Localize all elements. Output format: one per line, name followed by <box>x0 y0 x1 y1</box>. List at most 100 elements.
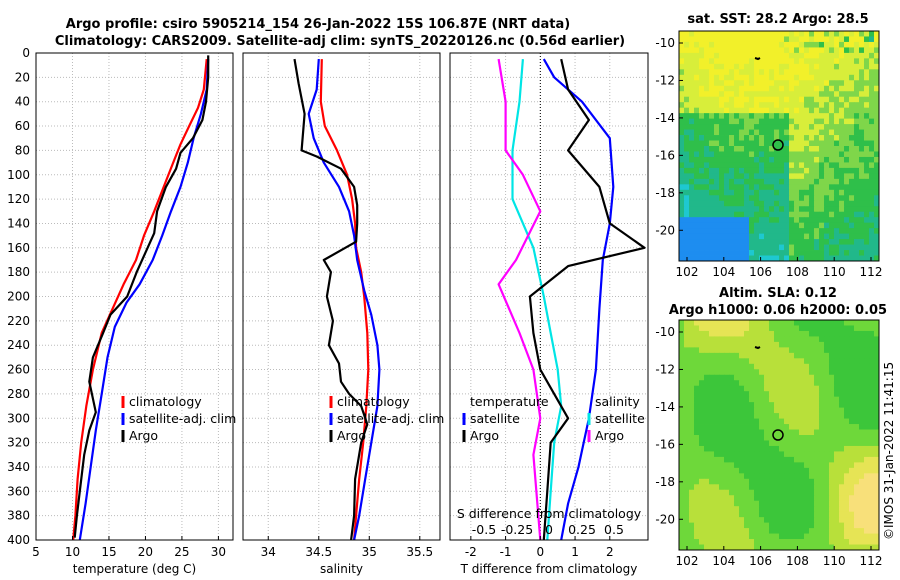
map-cell <box>689 528 695 534</box>
map-cell <box>829 500 835 507</box>
map-cell <box>679 347 685 354</box>
map-cell <box>719 495 725 502</box>
map-cell <box>729 467 735 474</box>
map-cell <box>844 58 850 65</box>
map-cell <box>869 451 875 458</box>
map-cell <box>714 233 720 240</box>
map-cell <box>869 522 875 529</box>
map-cell <box>684 58 690 65</box>
map-cell <box>774 146 780 152</box>
map-cell <box>859 41 865 48</box>
map-cell <box>829 402 835 409</box>
map-cell <box>769 195 775 202</box>
map-cell <box>859 255 865 262</box>
map-cell <box>854 429 860 436</box>
map-cell <box>859 440 865 447</box>
map-cell <box>714 500 720 507</box>
map-cell <box>759 211 765 218</box>
map-cell <box>809 129 815 136</box>
map-cell <box>844 69 850 76</box>
map-cell <box>864 140 870 147</box>
map-cell <box>824 118 830 125</box>
map-cell <box>784 156 790 163</box>
map-cell <box>699 347 705 354</box>
map-cell <box>719 385 725 392</box>
map-cell <box>809 517 815 524</box>
map-cell <box>829 385 835 392</box>
map-cell <box>799 467 805 474</box>
map-cell <box>709 445 715 452</box>
map-cell <box>789 129 795 136</box>
map-cell <box>739 195 745 202</box>
map-cell <box>744 506 750 513</box>
map-cell <box>729 96 735 103</box>
map-cell <box>864 233 870 240</box>
map-cell <box>739 517 745 524</box>
map-cell <box>734 325 740 332</box>
map-cell <box>854 239 860 245</box>
map-cell <box>779 347 785 354</box>
map-cell <box>829 358 835 365</box>
map-cell <box>814 396 820 403</box>
map-cell <box>794 41 800 48</box>
map-cell <box>679 385 685 392</box>
salinity-panel: 34 34.5 35 35.5salinityclimatologysatellite… <box>242 52 444 576</box>
map-cell <box>769 533 775 540</box>
map-cell <box>759 522 765 529</box>
map-cell <box>694 189 700 196</box>
map-cell <box>824 489 830 496</box>
map-cell <box>779 402 785 409</box>
map-cell <box>719 325 725 332</box>
map-cell <box>714 129 720 136</box>
map-cell <box>799 402 805 409</box>
map-cell <box>689 200 695 207</box>
map-cell <box>784 380 790 387</box>
map-cell <box>824 500 830 507</box>
map-cell <box>794 206 800 213</box>
map-cell <box>749 91 755 98</box>
map-cell <box>829 528 835 534</box>
map-cell <box>849 363 855 370</box>
map-cell <box>809 385 815 392</box>
map-cell <box>769 402 775 409</box>
map-cell <box>724 96 730 103</box>
x-tick-label: 34 <box>261 545 276 559</box>
map-cell <box>749 456 755 463</box>
map-cell <box>809 80 815 87</box>
map-cell <box>799 396 805 403</box>
map-cell <box>784 544 790 551</box>
map-cell <box>739 511 745 518</box>
map-cell <box>779 206 785 213</box>
map-cell <box>759 440 765 447</box>
map-cell <box>864 484 870 491</box>
map-cell <box>839 52 845 59</box>
map-cell <box>849 96 855 103</box>
map-cell <box>779 320 785 326</box>
map-cell <box>819 533 825 540</box>
map-cell <box>859 156 865 163</box>
y-tick-label: 300 <box>7 411 30 425</box>
map-cell <box>809 511 815 518</box>
map-cell <box>759 445 765 452</box>
map-cell <box>734 484 740 491</box>
map-cell <box>739 239 745 245</box>
map-cell <box>834 107 840 114</box>
map-cell <box>804 352 810 359</box>
map-cell <box>749 473 755 480</box>
map-cell <box>789 189 795 196</box>
map-cell <box>694 418 700 425</box>
map-cell <box>704 107 710 114</box>
map-cell <box>869 63 875 70</box>
map-cell <box>779 391 785 398</box>
map-cell <box>764 195 770 202</box>
map-cell <box>789 495 795 502</box>
map-cell <box>814 435 820 441</box>
map-cell <box>854 206 860 213</box>
map-cell <box>854 374 860 381</box>
map-cell <box>684 489 690 496</box>
map-cell <box>744 206 750 213</box>
map-cell <box>819 124 825 130</box>
map-cell <box>809 374 815 381</box>
map-cell <box>824 330 830 337</box>
map-cell <box>754 413 760 419</box>
